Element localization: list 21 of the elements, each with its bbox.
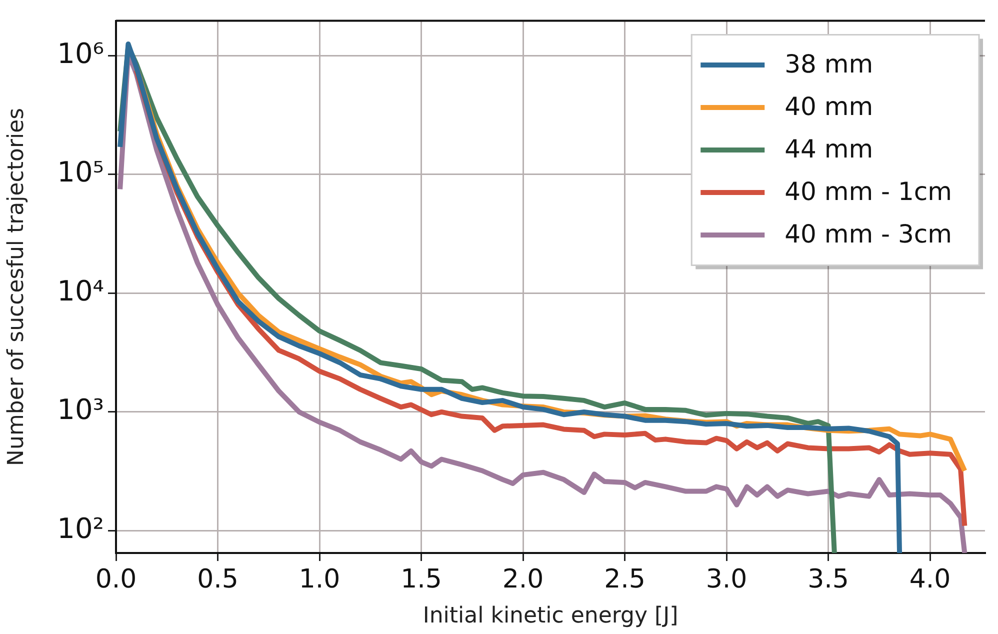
x-tick-label: 2.0 — [502, 564, 544, 594]
x-tick-label: 0.5 — [197, 564, 238, 594]
y-tick-label: 10³ — [57, 393, 104, 426]
x-tick-label: 1.0 — [298, 564, 340, 594]
y-tick-label: 10² — [57, 512, 104, 546]
legend-label: 38 mm — [784, 50, 874, 79]
x-tick-label: 1.5 — [400, 564, 442, 594]
legend-label: 40 mm — [784, 92, 874, 122]
y-axis-title: Number of succesful trajectories — [4, 108, 29, 466]
y-tick-label: 10⁵ — [57, 156, 104, 189]
x-tick-label: 3.0 — [706, 564, 748, 594]
x-axis-title: Initial kinetic energy [J] — [422, 604, 678, 629]
x-tick-label: 2.5 — [604, 564, 646, 594]
legend-label: 40 mm - 1cm — [784, 177, 952, 206]
y-tick-label: 10⁶ — [57, 36, 104, 70]
x-tick-label: 3.5 — [808, 564, 849, 594]
x-tick-label: 4.0 — [909, 564, 951, 594]
legend-label: 40 mm - 3cm — [784, 220, 952, 249]
y-tick-label: 10⁴ — [57, 274, 104, 308]
x-tick-label: 0.0 — [95, 564, 137, 594]
legend-label: 44 mm — [784, 134, 874, 164]
